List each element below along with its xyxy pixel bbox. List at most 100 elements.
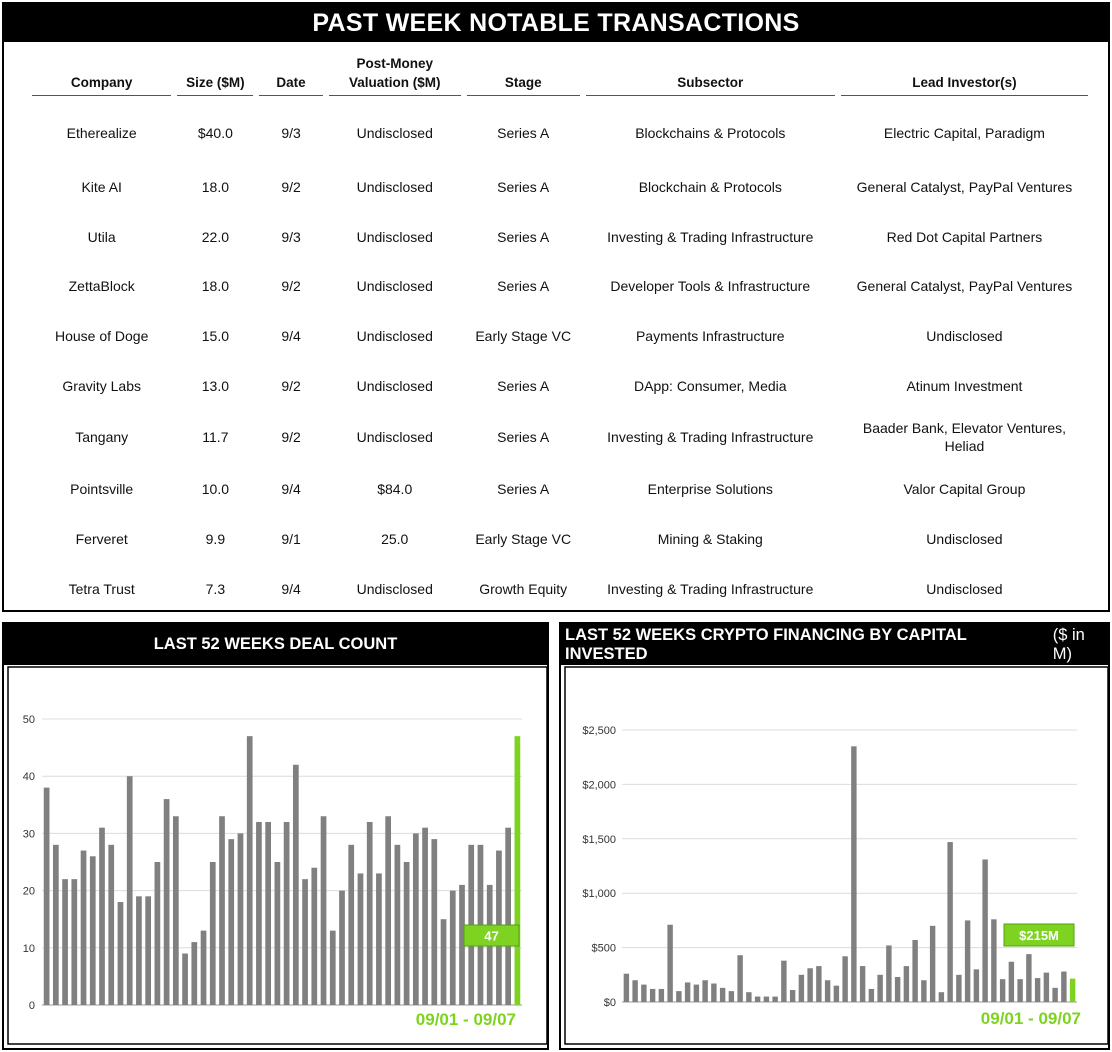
highlight-bar <box>514 736 521 1005</box>
cell-valuation: $84.0 <box>377 481 413 498</box>
bar <box>816 966 822 1002</box>
bar <box>982 859 988 1002</box>
bar <box>62 879 68 1005</box>
bar <box>676 991 682 1002</box>
cell-company: Etherealize <box>66 125 137 141</box>
cell-date: 9/2 <box>281 429 301 446</box>
bar <box>99 827 105 1005</box>
cell-stage: Series A <box>497 178 550 195</box>
bar <box>702 980 708 1002</box>
bar <box>632 980 638 1002</box>
bar <box>449 890 456 1005</box>
cell-lead-investors: Undisclosed <box>926 327 1003 344</box>
bar <box>746 992 752 1002</box>
cell-subsector: Investing & Trading Infrastructure <box>607 228 814 245</box>
bar <box>973 969 980 1002</box>
bar <box>649 988 656 1002</box>
bar <box>772 996 778 1002</box>
bar <box>71 879 78 1005</box>
cell-valuation: Undisclosed <box>356 580 433 597</box>
bar <box>859 966 866 1002</box>
cell-date: 9/2 <box>281 178 301 195</box>
bar <box>80 850 87 1005</box>
bar <box>292 764 299 1005</box>
col-header-stage: Stage <box>466 54 580 96</box>
cell-lead-investors: Electric Capital, Paradigm <box>883 125 1045 141</box>
y-tick-label: 0 <box>29 1000 35 1012</box>
bar <box>999 979 1006 1002</box>
cell-valuation: Undisclosed <box>356 125 433 141</box>
col-header-date: Date <box>259 54 323 96</box>
cell-date: 9/1 <box>281 530 301 547</box>
bar <box>366 821 373 1005</box>
cell-size: 22.0 <box>201 228 229 245</box>
bar <box>929 925 936 1002</box>
bar <box>163 799 170 1005</box>
cell-date: 9/4 <box>281 580 301 597</box>
transactions-panel: PAST WEEK NOTABLE TRANSACTIONS Company S… <box>2 2 1110 612</box>
cell-size: 18.0 <box>201 178 229 195</box>
cell-lead-investors: Undisclosed <box>926 530 1003 547</box>
bar <box>1061 971 1067 1002</box>
bar <box>459 884 465 1005</box>
cell-company: House of Doge <box>54 327 149 344</box>
cell-company: Utila <box>87 228 116 245</box>
col-header-size: Size ($M) <box>177 54 254 96</box>
bar <box>903 966 910 1002</box>
cell-date: 9/4 <box>281 327 301 344</box>
callout-box <box>463 924 520 947</box>
capital-invested-chart: $0 $500 $1,000 $1,500 $2,000 $2,500 $215M 09/01… <box>564 666 1108 1045</box>
cell-size: $40.0 <box>197 125 233 141</box>
bar <box>938 992 945 1002</box>
bar <box>219 816 225 1005</box>
cell-valuation: Undisclosed <box>356 178 433 195</box>
bar <box>431 839 438 1005</box>
bar <box>52 844 59 1005</box>
bar <box>737 955 743 1002</box>
bar <box>209 862 216 1005</box>
table-row: Gravity Labs 13.0 9/2 Undisclosed Series A DA… <box>32 361 1088 411</box>
bar <box>403 862 410 1005</box>
cell-stage: Series A <box>497 481 550 498</box>
bar <box>1026 954 1032 1002</box>
cell-date: 9/2 <box>281 377 301 394</box>
cell-size: 7.3 <box>205 580 226 597</box>
bar <box>43 787 50 1005</box>
y-tick-label: 10 <box>23 943 35 955</box>
col-header-valuation: Post-Money Valuation ($M) <box>328 54 461 96</box>
table-row: Utila 22.0 9/3 Undisclosed Series A Investing… <box>32 212 1088 262</box>
cell-subsector: Developer Tools & Infrastructure <box>610 278 811 295</box>
y-tick-label: 50 <box>23 714 35 726</box>
y-tick-label: $0 <box>604 997 616 1009</box>
cell-stage: Series A <box>497 429 550 446</box>
bar <box>302 879 308 1005</box>
bar <box>894 976 901 1002</box>
table-row: Ferveret 9.9 9/1 25.0 Early Stage VC Mining &… <box>32 514 1088 564</box>
bar <box>394 844 401 1005</box>
bar <box>667 924 673 1002</box>
bar <box>641 984 647 1002</box>
cell-company: Tetra Trust <box>68 580 135 597</box>
cell-company: Tangany <box>75 429 129 446</box>
y-tick-label: 20 <box>23 886 35 898</box>
bar <box>329 930 336 1005</box>
bar <box>868 988 875 1002</box>
cell-subsector: Blockchains & Protocols <box>635 125 786 141</box>
cell-stage: Early Stage VC <box>475 530 572 547</box>
col-header-subsector: Subsector <box>585 54 835 96</box>
bar <box>117 902 124 1005</box>
bar <box>1034 978 1041 1002</box>
bar <box>1008 961 1015 1002</box>
table-header-row: Company Size ($M) Date Post-Money Valuat… <box>32 54 1088 96</box>
cell-company: Kite AI <box>81 178 122 195</box>
callout-box <box>1003 923 1075 947</box>
table-row: ZettaBlock 18.0 9/2 Undisclosed Series A Deve… <box>32 261 1088 311</box>
cell-size: 18.0 <box>201 278 229 295</box>
cell-date: 9/3 <box>281 228 301 245</box>
bar <box>781 960 787 1002</box>
cell-date: 9/4 <box>281 481 301 498</box>
bar <box>348 844 355 1005</box>
col-header-company: Company <box>32 54 172 96</box>
cell-subsector: DApp: Consumer, Media <box>634 377 787 394</box>
bar <box>789 990 796 1002</box>
